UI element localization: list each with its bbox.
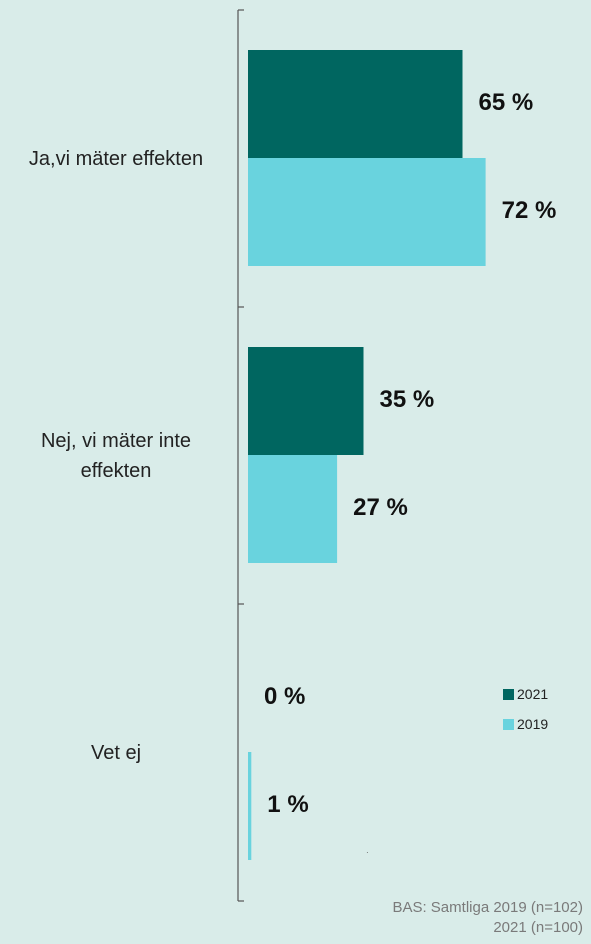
bar-2021-1: [248, 347, 364, 455]
value-label-2019-0: 72 %: [501, 197, 557, 224]
legend-item-2021: 2021: [503, 686, 548, 702]
bar-2019-1: [248, 455, 338, 563]
value-label-2019-1: 27 %: [353, 494, 408, 521]
value-label-2019-2: 1 %: [267, 791, 309, 818]
bar-2019-2: [248, 752, 252, 860]
legend-label-2021: 2021: [517, 686, 549, 702]
category-label-0: Ja,vi mäter effekten: [28, 147, 204, 170]
value-label-2021-2: 0 %: [264, 683, 306, 710]
base-note-line-2: 2021 (n=100): [493, 919, 583, 936]
legend-swatch-2021: [503, 688, 514, 700]
category-label-1: Nej, vi mäter inte effekten: [40, 429, 192, 482]
category-label-2: Vet ej: [90, 741, 142, 764]
category-axis: [237, 9, 244, 902]
bar-2019-0: [248, 158, 486, 266]
legend-swatch-2019: [503, 718, 514, 730]
bar-2021-0: [248, 50, 463, 158]
bars: [248, 50, 486, 860]
base-note: BAS: Samtliga 2019 (n=102) 2021 (n=100): [392, 898, 583, 938]
legend-label-2019: 2019: [517, 716, 549, 732]
value-label-2021-0: 65 %: [478, 89, 534, 116]
base-note-line-1: BAS: Samtliga 2019 (n=102): [392, 899, 583, 916]
legend-item-2019: 2019: [503, 716, 548, 732]
value-label-2021-1: 35 %: [379, 386, 435, 413]
stray-mark: ·: [366, 848, 369, 857]
